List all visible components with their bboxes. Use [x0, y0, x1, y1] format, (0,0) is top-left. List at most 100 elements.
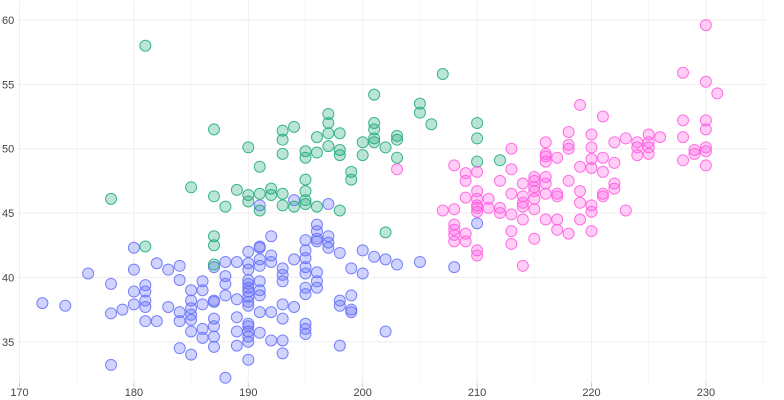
scatter-point — [539, 171, 552, 184]
scatter-point — [551, 223, 564, 236]
scatter-point — [185, 181, 198, 194]
scatter-point — [505, 237, 518, 250]
scatter-point — [585, 199, 598, 212]
scatter-point — [310, 131, 323, 144]
scatter-point — [391, 133, 404, 146]
scatter-point — [265, 334, 278, 347]
scatter-point — [82, 267, 95, 280]
scatter-point — [150, 315, 163, 328]
scatter-point — [162, 263, 175, 276]
scatter-point — [265, 230, 278, 243]
scatter-point — [688, 143, 701, 156]
scatter-point — [459, 191, 472, 204]
x-tick-label: 170 — [10, 387, 28, 399]
scatter-point — [596, 151, 609, 164]
scatter-point — [253, 160, 266, 173]
x-tick-label: 220 — [582, 387, 600, 399]
scatter-point — [436, 204, 449, 217]
scatter-point — [219, 371, 232, 384]
scatter-point — [173, 306, 186, 319]
scatter-point — [230, 183, 243, 196]
scatter-point — [562, 125, 575, 138]
y-tick-label: 40 — [2, 272, 14, 284]
scatter-point — [551, 151, 564, 164]
scatter-point — [356, 149, 369, 162]
scatter-point — [299, 288, 312, 301]
scatter-point — [139, 301, 152, 314]
scatter-point — [242, 335, 255, 348]
scatter-point — [688, 147, 701, 160]
scatter-point — [471, 205, 484, 218]
scatter-point — [699, 75, 712, 88]
scatter-point — [207, 239, 220, 252]
scatter-point — [230, 255, 243, 268]
scatter-point — [448, 228, 461, 241]
scatter-point — [139, 315, 152, 328]
scatter-point — [596, 165, 609, 178]
scatter-point — [562, 138, 575, 151]
scatter-point — [242, 263, 255, 276]
scatter-point — [230, 293, 243, 306]
scatter-point — [528, 181, 541, 194]
scatter-point — [173, 342, 186, 355]
data-points — [36, 19, 724, 384]
scatter-point — [253, 253, 266, 266]
scatter-point — [345, 173, 358, 186]
scatter-point — [185, 284, 198, 297]
scatter-point — [173, 315, 186, 328]
series-0 — [36, 194, 484, 384]
scatter-point — [345, 306, 358, 319]
scatter-point — [596, 190, 609, 203]
scatter-point — [333, 127, 346, 140]
scatter-point — [127, 263, 140, 276]
scatter-point — [459, 174, 472, 187]
scatter-point — [288, 253, 301, 266]
scatter-point — [310, 235, 323, 248]
scatter-point — [299, 234, 312, 247]
scatter-point — [516, 190, 529, 203]
scatter-point — [173, 273, 186, 286]
scatter-point — [207, 330, 220, 343]
scatter-point — [677, 66, 690, 79]
scatter-point — [608, 136, 621, 149]
scatter-point — [299, 261, 312, 274]
scatter-point — [493, 207, 506, 220]
scatter-point — [482, 201, 495, 214]
scatter-point — [379, 253, 392, 266]
scatter-point — [299, 145, 312, 158]
scatter-point — [482, 192, 495, 205]
scatter-point — [368, 116, 381, 129]
x-tick-label: 200 — [354, 387, 372, 399]
scatter-point — [345, 262, 358, 275]
scatter-point — [253, 306, 266, 319]
scatter-point — [516, 259, 529, 272]
scatter-point — [150, 257, 163, 270]
scatter-point — [299, 198, 312, 211]
scatter-point — [551, 213, 564, 226]
scatter-point — [310, 218, 323, 231]
scatter-point — [127, 298, 140, 311]
scatter-point — [516, 196, 529, 209]
scatter-point — [574, 98, 587, 111]
scatter-point — [196, 322, 209, 335]
scatter-point — [471, 132, 484, 145]
scatter-point — [276, 347, 289, 360]
scatter-point — [299, 328, 312, 341]
scatter-point — [574, 213, 587, 226]
scatter-point — [585, 141, 598, 154]
scatter-point — [356, 244, 369, 257]
scatter-point — [207, 295, 220, 308]
scatter-point — [299, 252, 312, 265]
scatter-point — [413, 106, 426, 119]
scatter-point — [505, 163, 518, 176]
y-tick-label: 60 — [2, 15, 14, 27]
scatter-point — [642, 141, 655, 154]
y-tick-label: 50 — [2, 144, 14, 156]
scatter-point — [253, 259, 266, 272]
scatter-point — [516, 177, 529, 190]
scatter-point — [528, 174, 541, 187]
scatter-point — [196, 284, 209, 297]
scatter-point — [596, 110, 609, 123]
scatter-point — [265, 189, 278, 202]
scatter-point — [391, 258, 404, 271]
